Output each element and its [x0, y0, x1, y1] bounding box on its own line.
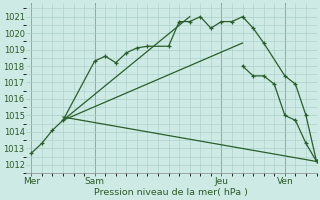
X-axis label: Pression niveau de la mer( hPa ): Pression niveau de la mer( hPa ) — [94, 188, 248, 197]
